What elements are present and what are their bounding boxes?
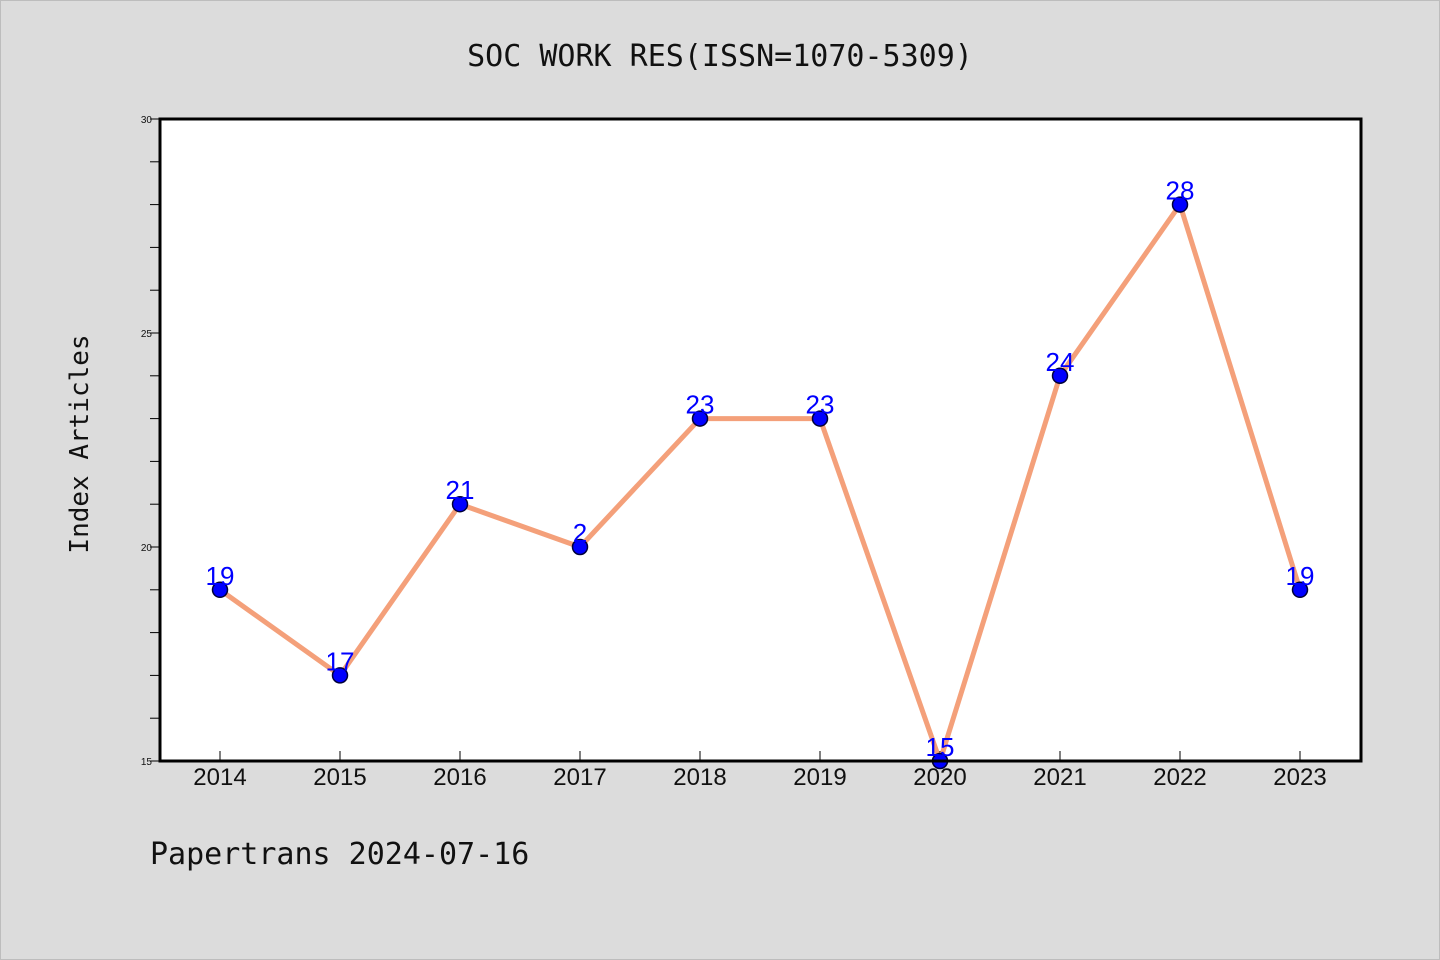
- y-axis-label: Index Articles: [65, 334, 95, 553]
- x-tick-label: 2022: [1153, 764, 1206, 791]
- series-group: 19 17 21 2 23 23 15 24 28 19: [206, 176, 1315, 770]
- chart-title: SOC WORK RES(ISSN=1070-5309): [467, 39, 973, 74]
- data-label: 23: [806, 390, 835, 420]
- x-tick-label: 2018: [673, 764, 726, 791]
- x-tick-label: 2015: [313, 764, 366, 791]
- data-point: [211, 581, 229, 599]
- data-point: [811, 410, 829, 427]
- data-label: 15: [926, 732, 955, 762]
- y-tick-label: 30: [141, 115, 153, 126]
- x-tick-label: 2016: [433, 764, 486, 791]
- data-label: 17: [326, 646, 355, 676]
- data-point: [451, 495, 469, 513]
- x-tick-label: 2019: [793, 764, 846, 791]
- data-label: 2: [573, 518, 587, 548]
- plot-area: [160, 119, 1361, 761]
- data-point: [1291, 581, 1309, 599]
- x-tick-label: 2021: [1033, 764, 1086, 791]
- series-line: [217, 202, 1303, 764]
- data-label: 23: [686, 390, 715, 420]
- x-axis-ticks: 2014 2015 2016 2017 2018 2019 2020 2021 2022 2023: [193, 751, 1327, 791]
- y-tick-label: 25: [141, 329, 153, 340]
- x-tick-label: 2023: [1273, 764, 1326, 791]
- y-axis-ticks: 15 20 25 30: [141, 115, 160, 768]
- x-tick-label: 2017: [553, 764, 606, 791]
- footer-text: Papertrans 2024-07-16: [150, 837, 529, 872]
- plot-border: [158, 117, 1363, 763]
- data-label: 19: [206, 561, 235, 591]
- data-label: 28: [1166, 176, 1195, 206]
- y-tick-label: 20: [141, 543, 153, 554]
- data-point: [1051, 367, 1069, 385]
- data-point: [331, 667, 349, 684]
- x-tick-label: 2014: [193, 764, 246, 791]
- data-point: [571, 538, 589, 556]
- data-label: 19: [1286, 561, 1315, 591]
- y-tick-label: 15: [141, 757, 153, 768]
- data-point: [691, 410, 709, 427]
- data-label: 21: [446, 475, 475, 505]
- data-label: 24: [1046, 347, 1075, 377]
- data-point: [1171, 196, 1189, 213]
